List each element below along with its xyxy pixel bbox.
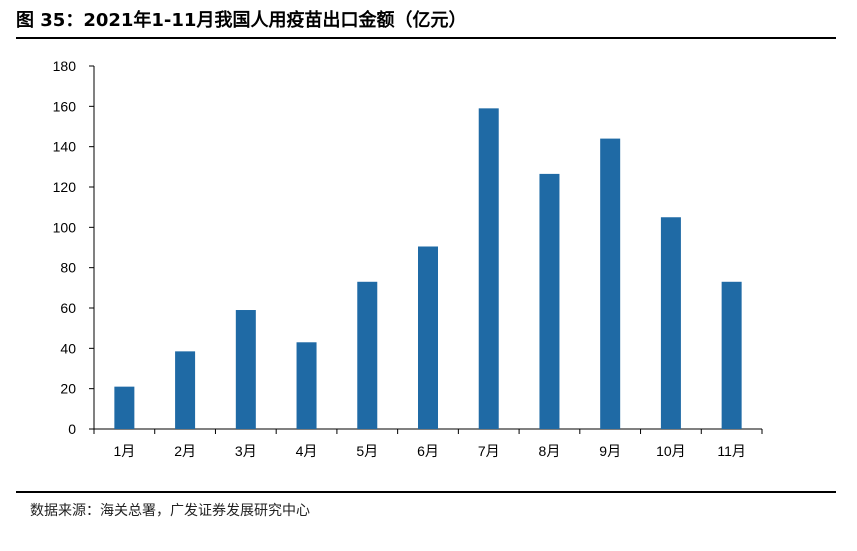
bar-7 <box>478 108 499 429</box>
bar-6 <box>418 246 438 429</box>
bar-9 <box>600 138 621 429</box>
y-tick-label: 60 <box>60 300 76 316</box>
y-tick-label: 80 <box>60 260 76 276</box>
y-tick-label: 100 <box>53 219 77 235</box>
bar-5 <box>357 281 378 429</box>
bar-4 <box>296 342 317 429</box>
bar-2 <box>175 351 196 429</box>
y-axis: 0 20 40 60 80 100 120 140 160 180 <box>53 58 95 437</box>
source-divider <box>16 491 836 493</box>
x-tick-label: 3月 <box>235 443 257 459</box>
x-tick-label: 11月 <box>717 443 746 459</box>
y-tick-label: 0 <box>68 421 76 437</box>
bar-3 <box>235 310 256 429</box>
x-tick-label: 8月 <box>539 443 561 459</box>
x-tick-label: 5月 <box>356 443 378 459</box>
x-tick-label: 1月 <box>113 443 135 459</box>
y-tick-label: 140 <box>53 139 77 155</box>
title-divider <box>16 37 836 39</box>
bars <box>114 108 742 429</box>
x-tick-label: 9月 <box>599 443 621 459</box>
y-tick-label: 180 <box>53 58 77 74</box>
x-tick-label: 10月 <box>656 443 686 459</box>
x-tick-label: 6月 <box>417 443 439 459</box>
y-tick-label: 40 <box>60 340 76 356</box>
bar-1 <box>114 386 135 429</box>
bar-10 <box>660 217 681 429</box>
bar-8 <box>539 173 560 429</box>
y-tick-label: 20 <box>60 381 76 397</box>
bar-11 <box>721 281 742 429</box>
x-tick-label: 7月 <box>478 443 500 459</box>
chart-title: 图 35：2021年1-11月我国人用疫苗出口金额（亿元） <box>16 10 467 31</box>
x-tick-label: 2月 <box>174 443 196 459</box>
y-tick-label: 160 <box>53 98 77 114</box>
source-note: 数据来源：海关总署，广发证券发展研究中心 <box>30 503 310 519</box>
y-tick-label: 120 <box>53 179 77 195</box>
x-tick-label: 4月 <box>296 443 318 459</box>
x-axis: 1月 2月 3月 4月 5月 6月 7月 8月 9月 10月 11月 <box>93 428 763 459</box>
